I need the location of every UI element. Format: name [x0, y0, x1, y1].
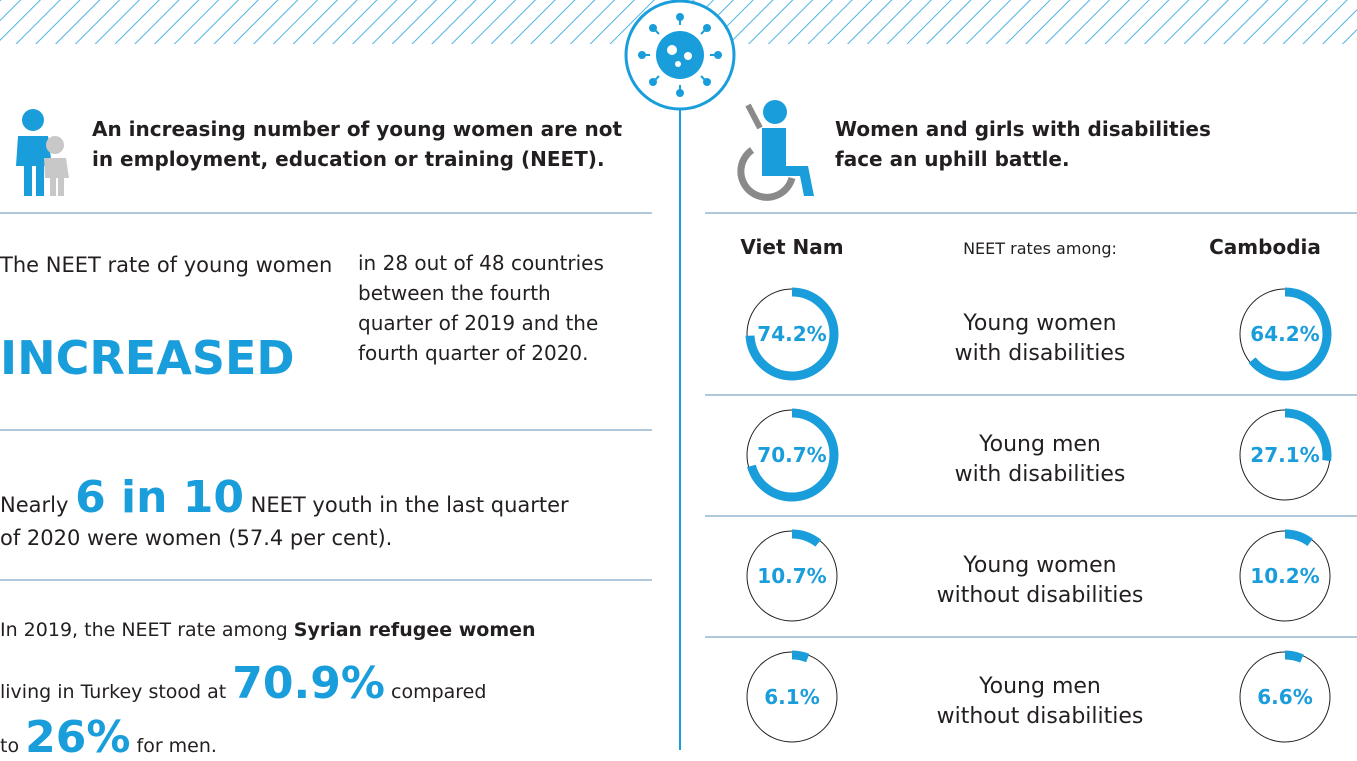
virus-icon: [624, 0, 736, 111]
stat-line: Nearly 6 in 10 NEET youth in the last qu…: [0, 472, 569, 523]
row-label: with disabilities: [955, 341, 1126, 366]
donut-label: 6.1%: [764, 685, 819, 709]
stat-line: In 2019, the NEET rate among Syrian refu…: [0, 619, 536, 641]
right-header: face an uphill battle.: [835, 147, 1070, 171]
highlight: 26%: [25, 712, 130, 761]
donut-arc: [1238, 650, 1332, 744]
donut-arc: [745, 529, 839, 623]
row-label: Young women: [962, 311, 1116, 336]
stat-line: to 26% for men.: [0, 712, 217, 761]
text: for men.: [137, 735, 217, 757]
donut-label: 74.2%: [757, 322, 826, 346]
row-label: with disabilities: [955, 462, 1126, 487]
right-header: Women and girls with disabilities: [835, 117, 1211, 141]
detail-line: in 28 out of 48 countries: [358, 251, 604, 275]
column-header: Cambodia: [1209, 235, 1321, 259]
donut-arc: [745, 650, 839, 744]
detail-line: between the fourth: [358, 281, 551, 305]
text: NEET youth in the last quarter: [251, 493, 569, 517]
left-header: An increasing number of young women are …: [92, 117, 622, 141]
row-label: Young women: [962, 553, 1116, 578]
highlight: 70.9%: [232, 658, 385, 709]
donut-arc: [1238, 287, 1332, 381]
wheelchair-icon: [737, 100, 814, 201]
text: to: [0, 735, 19, 757]
donut-label: 6.6%: [1257, 685, 1312, 709]
donut-arc: [745, 287, 839, 381]
donut-label: 27.1%: [1250, 443, 1319, 467]
column-header: Viet Nam: [740, 235, 843, 259]
text: Syrian refugee women: [294, 619, 536, 641]
detail-line: quarter of 2019 and the: [358, 311, 598, 335]
highlight: 6 in 10: [75, 472, 244, 523]
row-label: Young men: [978, 674, 1101, 699]
donut-arc: [745, 408, 839, 502]
donut-arc: [1238, 408, 1332, 502]
text: living in Turkey stood at: [0, 681, 226, 703]
women-icon: [16, 109, 69, 196]
text: compared: [391, 681, 486, 703]
intro: The NEET rate of young women: [0, 253, 332, 277]
row-label: without disabilities: [937, 583, 1144, 608]
donut-label: 64.2%: [1250, 322, 1319, 346]
highlight: INCREASED: [0, 331, 295, 385]
row-label: without disabilities: [937, 704, 1144, 729]
donut-label: 10.7%: [757, 564, 826, 588]
column-header: NEET rates among:: [963, 239, 1117, 258]
row-label: Young men: [978, 432, 1101, 457]
detail-line: fourth quarter of 2020.: [358, 341, 589, 365]
stat-line: of 2020 were women (57.4 per cent).: [0, 526, 392, 550]
text: In 2019, the NEET rate among: [0, 619, 288, 641]
text: Nearly: [0, 493, 68, 517]
left-header: in employment, education or training (NE…: [92, 147, 605, 171]
donut-label: 10.2%: [1250, 564, 1319, 588]
donut-label: 70.7%: [757, 443, 826, 467]
stat-line: living in Turkey stood at 70.9% compared: [0, 658, 486, 709]
donut-arc: [1238, 529, 1332, 623]
